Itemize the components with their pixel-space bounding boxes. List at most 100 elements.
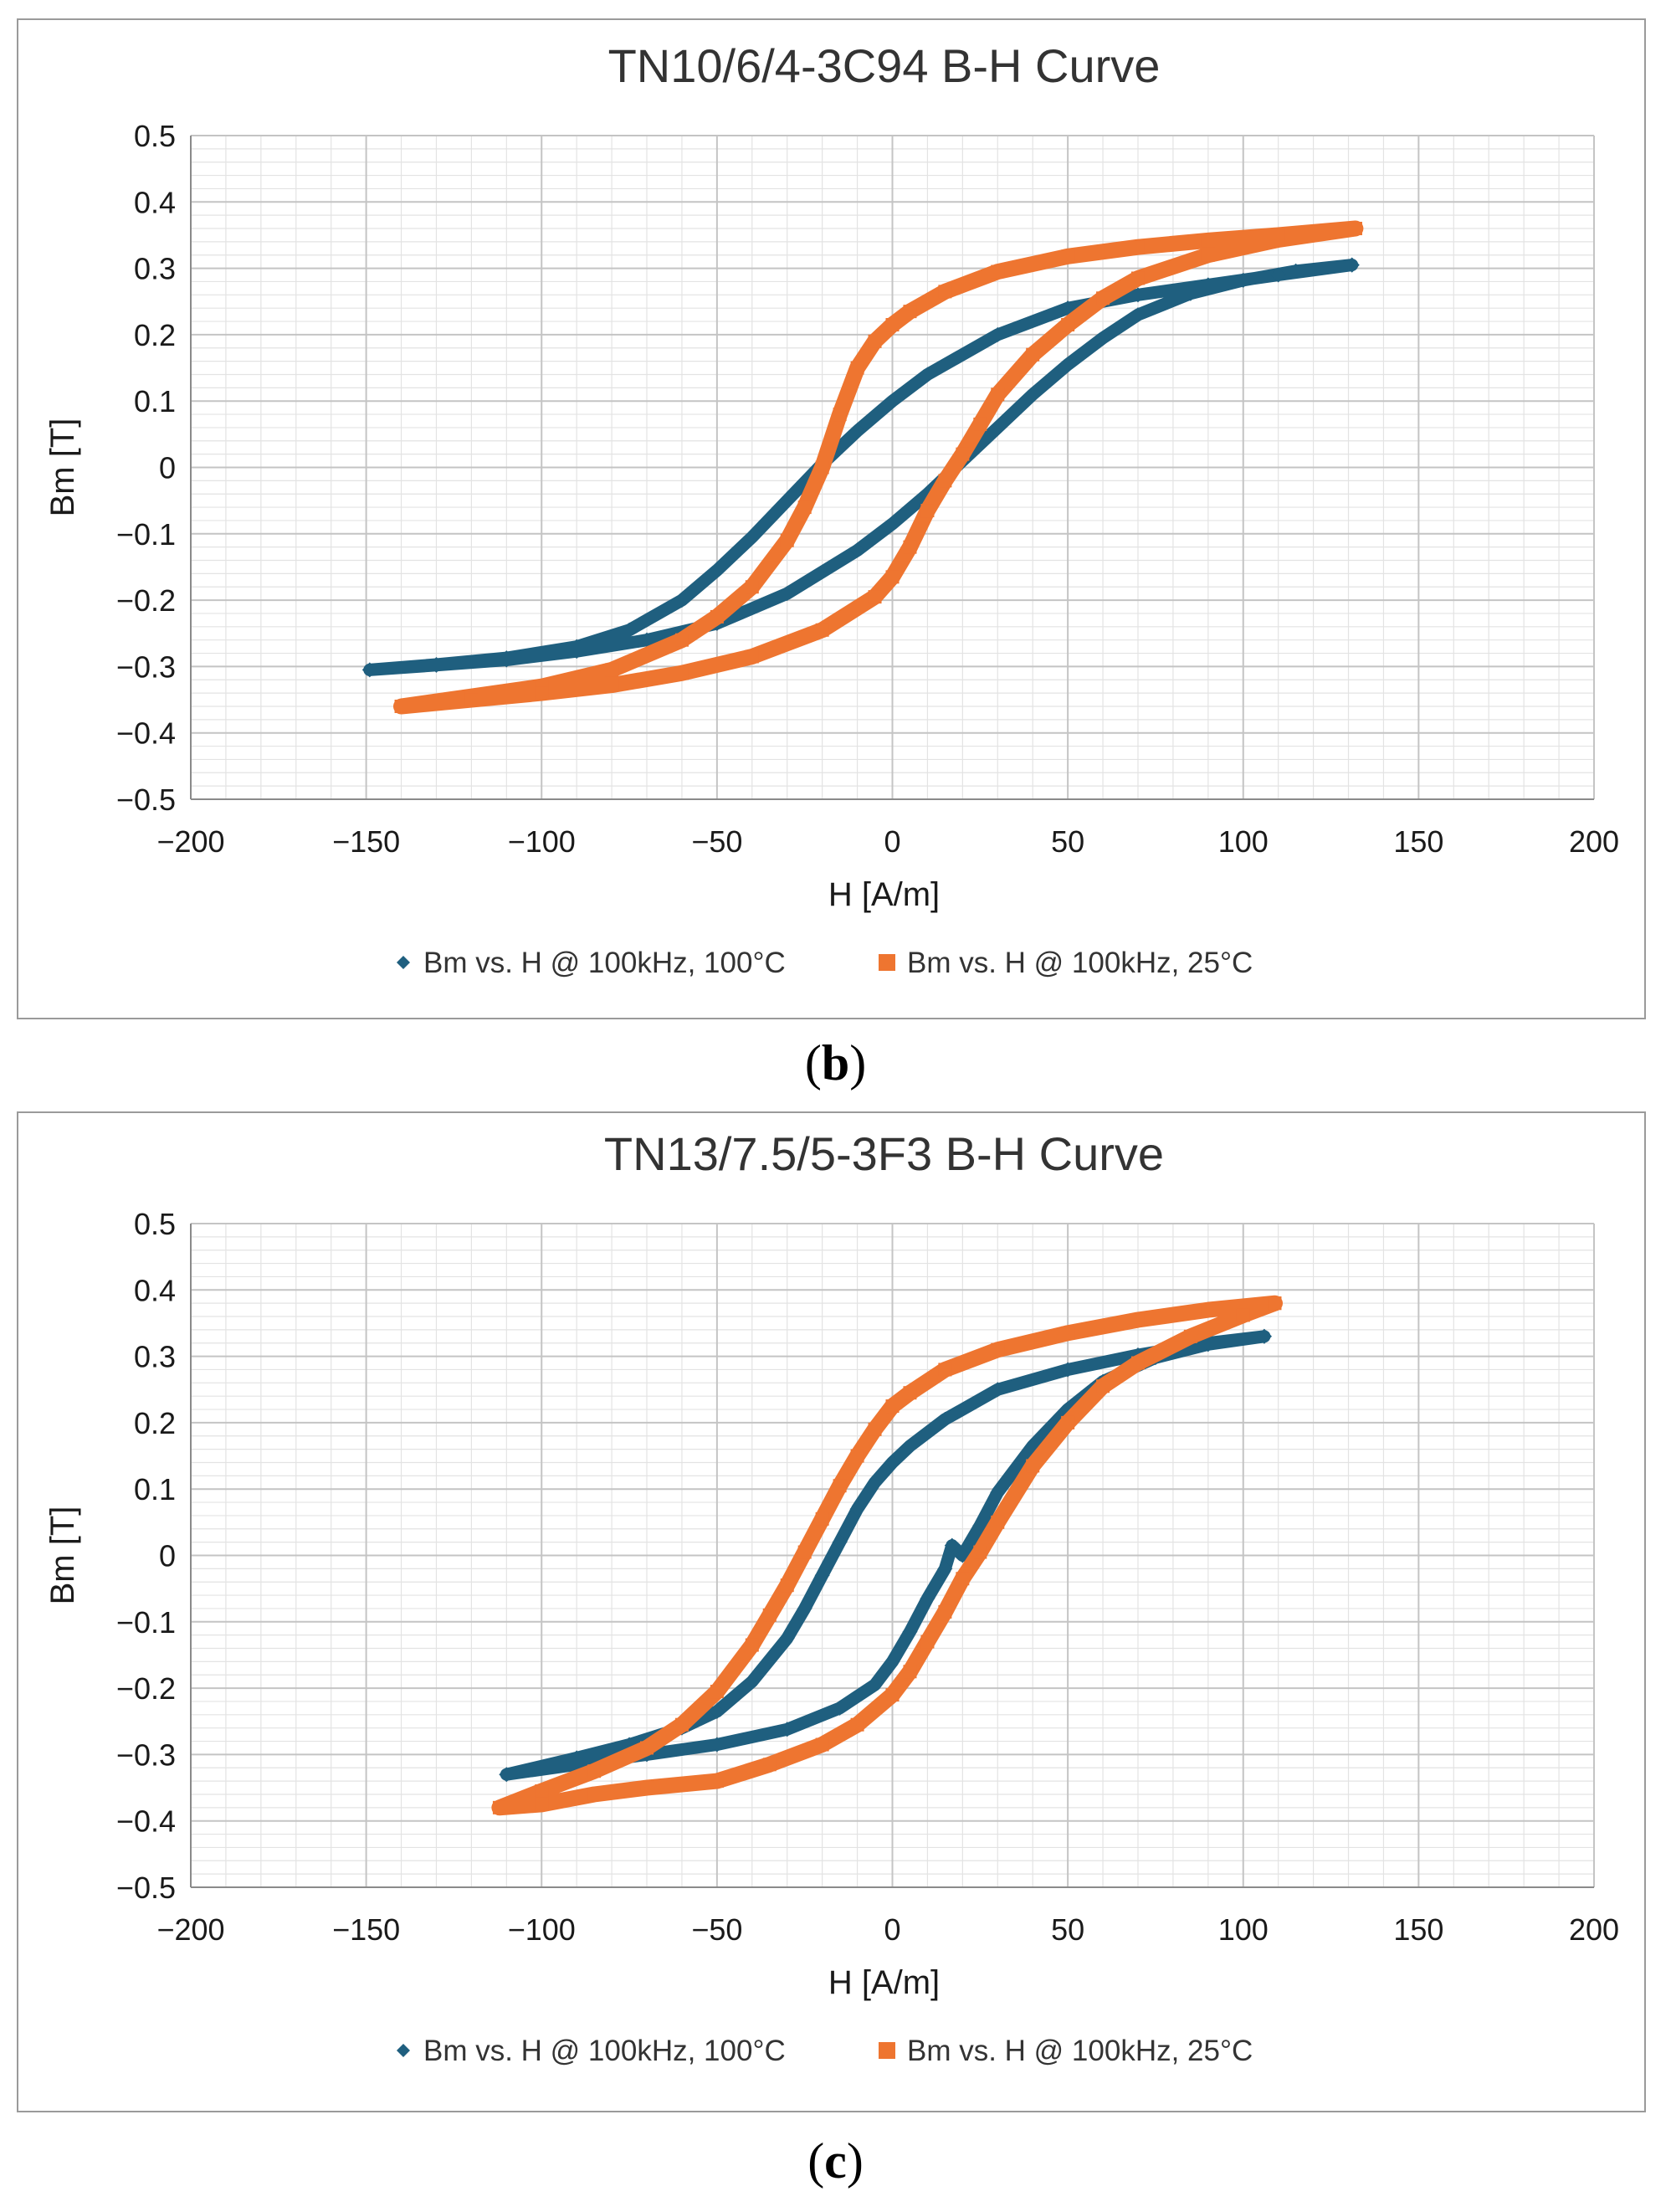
x-axis-label: H [A/m] bbox=[828, 876, 940, 913]
data-point bbox=[1061, 318, 1075, 332]
data-point bbox=[779, 493, 795, 509]
data-point bbox=[1182, 285, 1198, 301]
data-point bbox=[1130, 1312, 1145, 1327]
data-point bbox=[1235, 272, 1251, 288]
data-point bbox=[832, 1534, 848, 1550]
data-point bbox=[903, 1386, 917, 1400]
y-tick-label: −0.3 bbox=[116, 649, 176, 684]
data-point bbox=[745, 649, 759, 664]
data-point bbox=[709, 1737, 725, 1753]
data-point bbox=[762, 1608, 777, 1622]
data-point bbox=[1025, 387, 1041, 403]
data-point bbox=[885, 1399, 900, 1414]
y-tick-label: 0.1 bbox=[134, 384, 176, 418]
data-point bbox=[815, 1737, 829, 1752]
data-point bbox=[499, 1767, 515, 1783]
y-tick-label: 0 bbox=[159, 451, 176, 485]
x-tick-label: 150 bbox=[1393, 824, 1443, 859]
x-tick-label: 200 bbox=[1569, 1912, 1619, 1947]
data-point bbox=[780, 1578, 794, 1593]
data-point bbox=[868, 590, 882, 604]
data-point bbox=[674, 633, 689, 647]
data-point bbox=[814, 1568, 830, 1583]
data-point bbox=[1200, 1337, 1216, 1352]
data-point bbox=[1270, 267, 1286, 283]
y-tick-label: −0.1 bbox=[116, 1605, 176, 1640]
data-point bbox=[849, 1501, 865, 1517]
data-point bbox=[815, 460, 829, 475]
y-tick-label: 0.2 bbox=[134, 318, 176, 352]
x-tick-label: −50 bbox=[691, 824, 742, 859]
data-point bbox=[674, 1717, 689, 1732]
legend-marker-diamond bbox=[397, 956, 410, 969]
data-point bbox=[1201, 248, 1215, 262]
data-point bbox=[535, 686, 549, 701]
x-tick-label: 0 bbox=[884, 824, 900, 859]
legend: Bm vs. H @ 100kHz, 100°C Bm vs. H @ 100kH… bbox=[397, 947, 1253, 979]
data-point bbox=[973, 1545, 987, 1559]
data-point bbox=[569, 644, 585, 659]
x-axis-label: H [A/m] bbox=[828, 1964, 940, 2001]
data-point bbox=[850, 1717, 864, 1732]
legend-label: Bm vs. H @ 100kHz, 100°C bbox=[423, 947, 786, 979]
data-point bbox=[990, 419, 1006, 435]
y-tick-label: −0.4 bbox=[116, 1804, 176, 1839]
x-tick-label: −150 bbox=[332, 824, 400, 859]
x-tick-label: −200 bbox=[156, 824, 224, 859]
y-tick-label: 0.4 bbox=[134, 185, 176, 219]
data-point bbox=[867, 1475, 883, 1491]
data-point bbox=[1200, 277, 1216, 293]
data-point bbox=[1271, 233, 1285, 247]
data-point bbox=[710, 1685, 724, 1699]
data-point bbox=[1096, 1379, 1110, 1393]
data-point bbox=[833, 1479, 847, 1493]
data-point bbox=[361, 662, 377, 678]
data-point bbox=[779, 1630, 795, 1646]
data-point bbox=[587, 1787, 602, 1801]
x-tick-label: 150 bbox=[1393, 1912, 1443, 1947]
data-point bbox=[1026, 1459, 1040, 1473]
x-tick-label: −50 bbox=[691, 1912, 742, 1947]
chart-panel-b-frame bbox=[17, 18, 1646, 1019]
y-tick-label: −0.2 bbox=[116, 583, 176, 618]
data-point bbox=[920, 367, 935, 382]
data-point bbox=[938, 285, 952, 299]
data-point bbox=[972, 1517, 988, 1533]
data-point bbox=[902, 1624, 918, 1640]
data-point bbox=[709, 1703, 725, 1719]
data-point bbox=[492, 1800, 506, 1814]
data-point bbox=[1288, 263, 1304, 279]
legend-marker-square bbox=[879, 954, 895, 971]
data-point bbox=[990, 1382, 1006, 1398]
y-tick-label: −0.3 bbox=[116, 1737, 176, 1772]
data-point bbox=[815, 623, 829, 637]
data-point bbox=[885, 570, 900, 584]
data-point bbox=[780, 533, 794, 547]
data-point bbox=[394, 699, 408, 713]
data-point bbox=[1060, 357, 1076, 372]
data-point bbox=[1060, 1362, 1076, 1378]
y-tick-label: 0.1 bbox=[134, 1472, 176, 1506]
data-point bbox=[640, 1781, 654, 1795]
y-tick-label: 0.3 bbox=[134, 252, 176, 286]
panel-label-b: (b) bbox=[804, 1035, 867, 1091]
data-point bbox=[884, 516, 900, 531]
data-point bbox=[1130, 307, 1146, 323]
data-point bbox=[832, 1700, 848, 1716]
data-point bbox=[1026, 347, 1040, 362]
data-point bbox=[744, 529, 760, 545]
data-point bbox=[710, 609, 724, 624]
data-point bbox=[938, 1604, 952, 1619]
data-point bbox=[868, 334, 882, 348]
data-point bbox=[1268, 1296, 1282, 1311]
y-tick-label: 0.3 bbox=[134, 1340, 176, 1374]
data-point bbox=[745, 580, 759, 594]
data-point bbox=[640, 1741, 654, 1755]
data-point bbox=[605, 678, 619, 692]
data-point bbox=[991, 387, 1005, 402]
data-point bbox=[464, 693, 479, 707]
data-point bbox=[937, 1411, 953, 1427]
data-point bbox=[815, 1511, 829, 1526]
chart-panel-c-frame bbox=[17, 1111, 1646, 2112]
